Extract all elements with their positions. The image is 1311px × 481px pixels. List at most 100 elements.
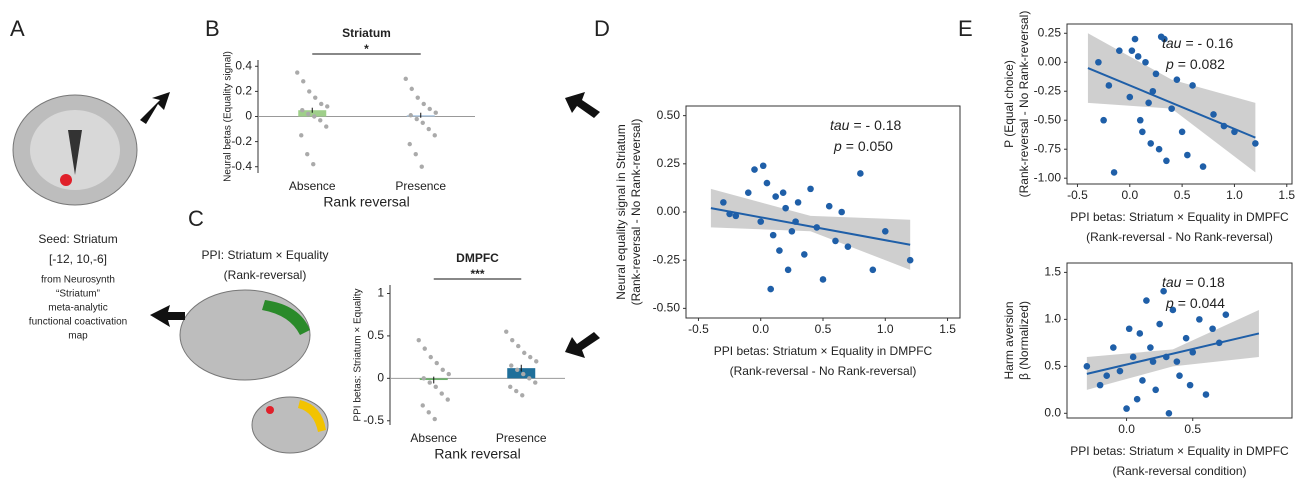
annotation-key: tau: [1162, 35, 1182, 51]
data-point: [1183, 335, 1190, 342]
brain-sagittal: [180, 290, 328, 453]
data-point: [533, 380, 537, 384]
y-tick-label: -0.25: [653, 252, 681, 266]
data-point: [1110, 344, 1117, 351]
data-point: [1126, 94, 1133, 101]
y-tick-label: -1.00: [1034, 170, 1062, 184]
data-point: [305, 152, 309, 156]
figure: ABCDESeed: Striatum[-12, 10,-6]from Neur…: [0, 0, 1311, 481]
data-point: [1176, 372, 1183, 379]
data-point: [1117, 368, 1124, 375]
data-point: [300, 108, 304, 112]
data-point: [789, 228, 796, 235]
annotation-key: p: [1165, 56, 1174, 72]
x-axis-label: (Rank-reversal - No Rank-reversal): [1086, 230, 1273, 244]
data-point: [760, 162, 767, 169]
data-point: [307, 89, 311, 93]
y-tick-label: -0.50: [1034, 112, 1062, 126]
data-point: [299, 133, 303, 137]
x-tick-label: Absence: [410, 431, 457, 445]
panel-label: C: [188, 206, 204, 231]
x-tick-label: 1.0: [877, 322, 894, 336]
data-point: [870, 267, 877, 274]
data-point: [428, 107, 432, 111]
data-point: [447, 372, 451, 376]
x-tick-label: 0.5: [1184, 422, 1201, 436]
data-point: [1100, 117, 1107, 124]
annotation: tau= 0.18: [1162, 274, 1225, 290]
annotation: p= 0.050: [833, 138, 893, 154]
chart-title: DMPFC: [456, 251, 499, 265]
y-tick-label: -0.2: [231, 134, 252, 148]
data-point: [420, 165, 424, 169]
y-tick-label: 0.00: [1038, 54, 1062, 68]
data-point: [1136, 330, 1143, 337]
data-point: [1156, 321, 1163, 328]
data-point: [1152, 387, 1159, 394]
seed-text: from Neurosynth: [41, 275, 115, 286]
data-point: [1142, 59, 1149, 66]
data-point: [421, 403, 425, 407]
y-tick-label: 1: [377, 286, 384, 300]
data-point: [1084, 363, 1091, 370]
data-point: [1147, 140, 1154, 147]
data-point: [435, 361, 439, 365]
data-point: [1200, 163, 1207, 170]
data-point: [780, 189, 787, 196]
x-tick-label: 0.5: [1174, 188, 1191, 202]
data-point: [745, 189, 752, 196]
data-point: [516, 344, 520, 348]
y-tick-label: 0.2: [235, 84, 252, 98]
seed-text: [-12, 10,-6]: [49, 252, 107, 266]
data-point: [410, 87, 414, 91]
annotation-key: tau: [1162, 274, 1182, 290]
x-tick-label: 0.0: [1121, 188, 1138, 202]
data-point: [776, 247, 783, 254]
x-tick-label: 0.5: [815, 322, 832, 336]
data-point: [1153, 71, 1160, 78]
data-point: [325, 104, 329, 108]
data-point: [428, 380, 432, 384]
data-point: [433, 133, 437, 137]
data-point: [510, 338, 514, 342]
data-point: [1156, 146, 1163, 153]
y-tick-label: -0.75: [1034, 141, 1062, 155]
annotation-key: p: [833, 138, 842, 154]
x-tick-label: 1.0: [1226, 188, 1243, 202]
data-point: [1166, 410, 1173, 417]
data-point: [324, 124, 328, 128]
x-axis-label: PPI betas: Striatum × Equality in DMPFC: [714, 344, 933, 358]
data-point: [421, 121, 425, 125]
data-point: [1174, 76, 1181, 83]
data-point: [521, 372, 525, 376]
annotation-text: = 0.082: [1178, 56, 1225, 72]
data-point: [508, 385, 512, 389]
x-tick-label: 1.5: [1278, 188, 1295, 202]
data-point: [422, 376, 426, 380]
data-point: [1123, 405, 1130, 412]
data-point: [1129, 47, 1136, 54]
annotation-text: = 0.044: [1178, 295, 1225, 311]
y-tick-label: 0.25: [657, 156, 681, 170]
arrow: [565, 332, 600, 358]
x-tick-label: 0.0: [1118, 422, 1135, 436]
y-axis-label: P (Equal choice): [1002, 60, 1016, 148]
data-point: [408, 142, 412, 146]
data-point: [520, 393, 524, 397]
data-point: [446, 397, 450, 401]
data-point: [509, 363, 513, 367]
significance: *: [364, 42, 369, 56]
annotation-key: tau: [830, 117, 850, 133]
data-point: [515, 368, 519, 372]
data-point: [306, 112, 310, 116]
x-tick-label: -0.5: [1067, 188, 1088, 202]
data-point: [319, 102, 323, 106]
data-point: [1097, 382, 1104, 389]
x-axis-label: PPI betas: Striatum × Equality in DMPFC: [1070, 210, 1289, 224]
chart-note: (Rank-reversal): [224, 268, 307, 282]
data-point: [429, 355, 433, 359]
data-point: [422, 102, 426, 106]
data-point: [1139, 129, 1146, 136]
data-point: [772, 193, 779, 200]
data-point: [820, 276, 827, 283]
